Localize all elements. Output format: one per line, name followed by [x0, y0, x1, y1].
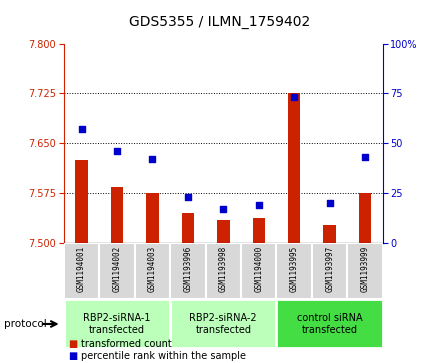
Bar — [75, 160, 88, 243]
Bar — [135, 243, 170, 299]
Bar — [146, 193, 158, 243]
Bar — [99, 243, 135, 299]
Point — [114, 148, 121, 154]
Text: protocol: protocol — [4, 319, 47, 329]
Text: GSM1193997: GSM1193997 — [325, 245, 334, 291]
Bar — [241, 243, 276, 299]
Point — [149, 156, 156, 162]
Text: control siRNA
transfected: control siRNA transfected — [297, 313, 363, 335]
Text: GSM1193998: GSM1193998 — [219, 245, 228, 291]
Bar — [111, 187, 123, 243]
Text: GSM1194001: GSM1194001 — [77, 245, 86, 291]
Bar — [359, 193, 371, 243]
Point — [184, 194, 191, 200]
Text: GSM1194003: GSM1194003 — [148, 245, 157, 291]
Bar — [323, 225, 336, 243]
Point — [220, 206, 227, 212]
Text: GSM1194000: GSM1194000 — [254, 245, 263, 291]
Text: GSM1193996: GSM1193996 — [183, 245, 192, 291]
Bar — [276, 299, 383, 348]
Point — [362, 154, 369, 160]
Bar — [64, 299, 170, 348]
Bar — [288, 94, 301, 243]
Text: GSM1193995: GSM1193995 — [290, 245, 299, 291]
Text: GSM1194002: GSM1194002 — [113, 245, 121, 291]
Text: GDS5355 / ILMN_1759402: GDS5355 / ILMN_1759402 — [129, 15, 311, 29]
Point — [326, 200, 333, 206]
Point — [291, 94, 298, 100]
Text: GSM1193999: GSM1193999 — [360, 245, 370, 291]
Text: ■: ■ — [68, 339, 77, 349]
Bar — [182, 213, 194, 243]
Bar — [205, 243, 241, 299]
Point — [255, 203, 262, 208]
Bar — [170, 243, 205, 299]
Bar — [253, 218, 265, 243]
Bar — [64, 243, 99, 299]
Bar — [217, 220, 230, 243]
Bar — [347, 243, 383, 299]
Bar — [312, 243, 347, 299]
Text: RBP2-siRNA-2
transfected: RBP2-siRNA-2 transfected — [190, 313, 257, 335]
Point — [78, 126, 85, 132]
Bar — [276, 243, 312, 299]
Text: ■: ■ — [68, 351, 77, 361]
Text: RBP2-siRNA-1
transfected: RBP2-siRNA-1 transfected — [83, 313, 151, 335]
Bar — [170, 299, 276, 348]
Text: percentile rank within the sample: percentile rank within the sample — [81, 351, 246, 361]
Text: transformed count: transformed count — [81, 339, 172, 349]
